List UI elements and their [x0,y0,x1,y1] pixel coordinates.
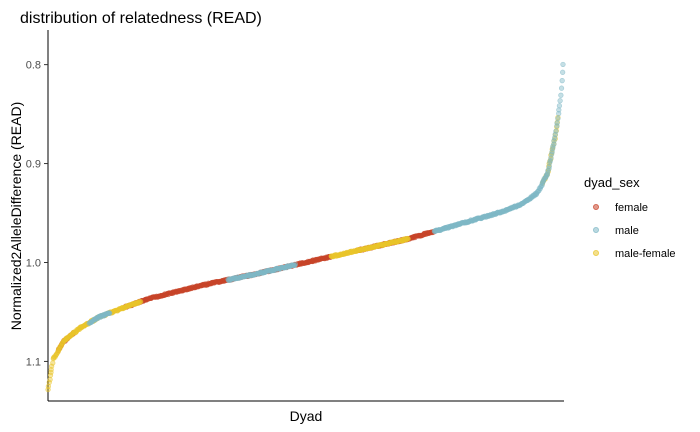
data-point [47,376,53,383]
data-point [558,92,564,98]
data-point [138,298,144,305]
legend-label-male: male [615,225,639,237]
data-point [558,85,565,91]
data-point [560,61,566,68]
legend-label-male-female: male-female [615,248,676,260]
data-point [559,78,565,84]
data-point [553,128,559,134]
data-point [560,69,566,75]
points-layer [45,61,566,393]
data-point [292,261,299,268]
legend-title: dyad_sex [584,175,640,190]
y-tick-label: 0.8 [26,60,41,72]
data-point [554,123,560,129]
data-point [554,120,560,126]
data-point [45,383,51,389]
data-point [555,116,561,122]
data-point [546,163,552,169]
y-tick-label: 1.0 [26,257,41,269]
plot-panel: 0.8 0.9 1.0 1.1 [26,30,566,402]
data-point [48,369,54,375]
y-axis-label: Normalized2AlleleDifference (READ) [8,102,24,331]
y-ticks: 0.8 0.9 1.0 1.1 [26,60,48,368]
data-point [50,360,56,366]
legend-label-female: female [615,202,648,214]
x-axis-label: Dyad [290,408,323,424]
legend-key-male-female [593,249,600,256]
y-tick-label: 1.1 [26,356,41,368]
data-point [57,346,63,352]
series-male [86,61,566,326]
data-point [405,236,411,242]
data-point [107,310,113,316]
y-tick-label: 0.9 [26,159,41,171]
legend-key-female [593,203,600,210]
data-point [556,103,563,109]
series-male-female [45,114,561,393]
legend-key-male [593,226,600,233]
data-point [556,110,562,117]
legend: dyad_sex female male male-female [584,175,676,260]
data-point [557,98,563,104]
data-point [556,107,562,113]
chart-title: distribution of relatedness (READ) [20,10,262,27]
